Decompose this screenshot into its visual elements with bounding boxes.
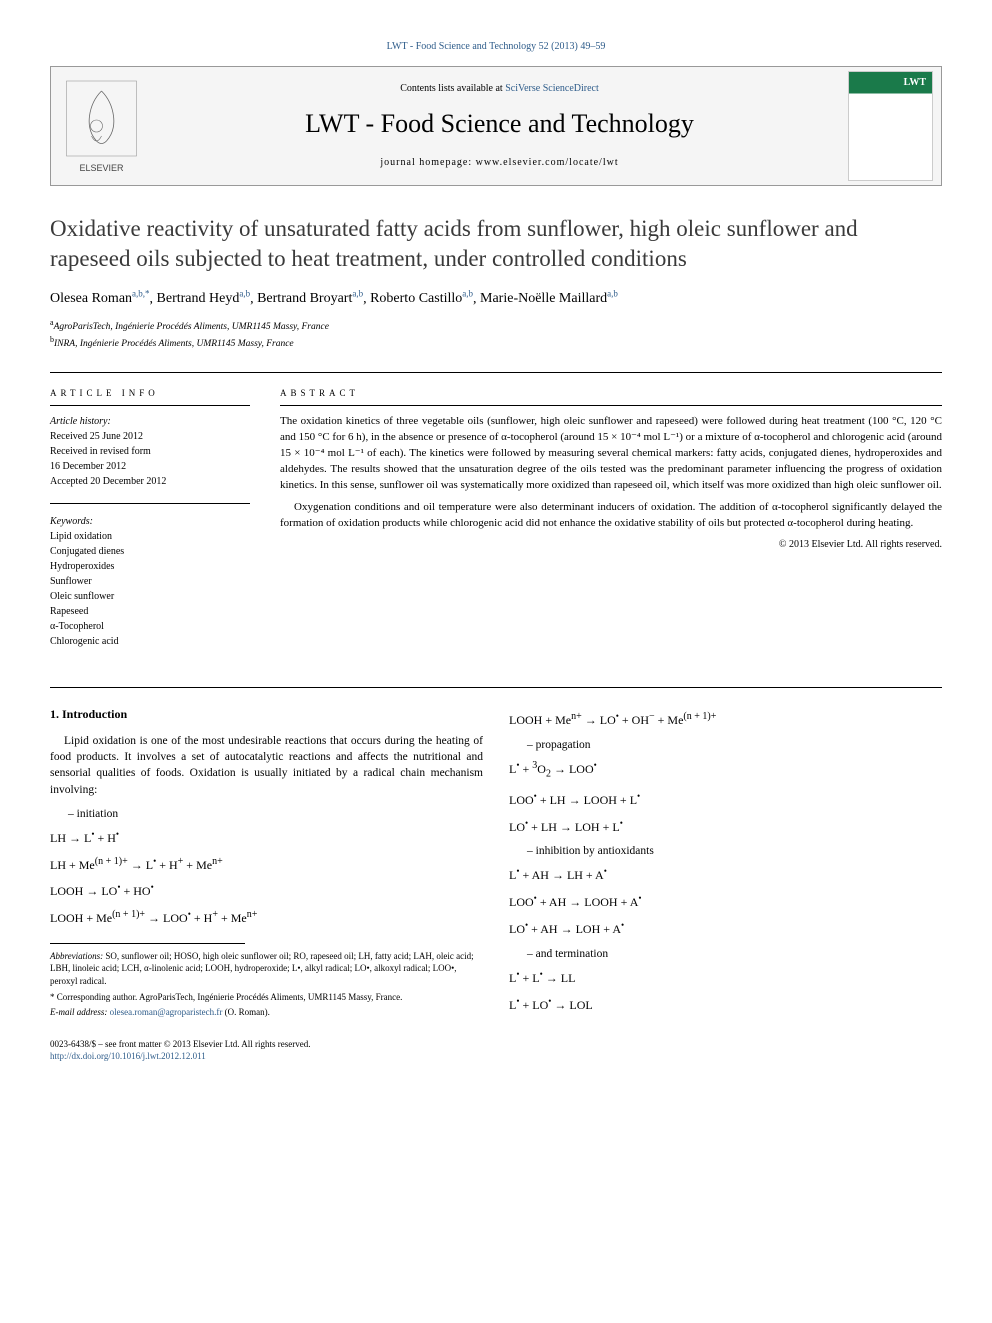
equation: L• + LO• → LOL — [509, 995, 942, 1014]
authors-list: Olesea Romana,b,*, Bertrand Heyda,b, Ber… — [50, 288, 942, 309]
article-info-heading: ARTICLE INFO — [50, 387, 250, 407]
elsevier-logo: ELSEVIER — [51, 66, 151, 186]
sciencedirect-link[interactable]: SciVerse ScienceDirect — [505, 83, 599, 94]
section-heading: 1. Introduction — [50, 706, 483, 723]
equation: LO• + LH → LOH + L• — [509, 817, 942, 836]
top-citation: LWT - Food Science and Technology 52 (20… — [50, 40, 942, 54]
two-column-body: 1. Introduction Lipid oxidation is one o… — [50, 687, 942, 1021]
homepage-line: journal homepage: www.elsevier.com/locat… — [161, 156, 838, 170]
abstract-column: ABSTRACT The oxidation kinetics of three… — [280, 387, 942, 664]
equation: LH + Me(n + 1)+ → L• + H+ + Men+ — [50, 855, 483, 874]
abstract-copyright: © 2013 Elsevier Ltd. All rights reserved… — [280, 538, 942, 552]
author: Marie-Noëlle Maillarda,b — [480, 291, 618, 306]
affiliation: bINRA, Ingénierie Procédés Aliments, UMR… — [50, 334, 942, 351]
intro-paragraph: Lipid oxidation is one of the most undes… — [50, 733, 483, 797]
abstract-heading: ABSTRACT — [280, 387, 942, 407]
footnotes: Abbreviations: SO, sunflower oil; HOSO, … — [50, 950, 483, 1019]
issn-line: 0023-6438/$ – see front matter © 2013 El… — [50, 1038, 311, 1051]
equation: LOO• + AH → LOOH + A• — [509, 892, 942, 911]
contents-line: Contents lists available at SciVerse Sci… — [161, 82, 838, 96]
termination-label: – and termination — [527, 946, 942, 962]
affiliations: aAgroParisTech, Ingénierie Procédés Alim… — [50, 317, 942, 352]
author: Bertrand Broyarta,b — [257, 291, 363, 306]
svg-text:ELSEVIER: ELSEVIER — [79, 163, 124, 173]
article-title: Oxidative reactivity of unsaturated fatt… — [50, 214, 942, 274]
equation: L• + 3O2 → LOO• — [509, 759, 942, 781]
equation: LOO• + LH → LOOH + L• — [509, 790, 942, 809]
equation: L• + L• → LL — [509, 968, 942, 987]
affiliation: aAgroParisTech, Ingénierie Procédés Alim… — [50, 317, 942, 334]
author: Olesea Romana,b,* — [50, 291, 150, 306]
header-center: Contents lists available at SciVerse Sci… — [151, 74, 848, 178]
equation: L• + AH → LH + A• — [509, 865, 942, 884]
journal-name: LWT - Food Science and Technology — [161, 106, 838, 142]
keywords-block: Keywords: Lipid oxidation Conjugated die… — [50, 503, 250, 649]
author: Roberto Castilloa,b — [370, 291, 473, 306]
journal-header: ELSEVIER Contents lists available at Sci… — [50, 66, 942, 186]
initiation-label: – initiation — [68, 806, 483, 822]
author: Bertrand Heyda,b — [157, 291, 251, 306]
footnote-separator — [50, 943, 245, 944]
email-link[interactable]: olesea.roman@agroparistech.fr — [107, 1007, 222, 1017]
article-info-sidebar: ARTICLE INFO Article history: Received 2… — [50, 387, 250, 664]
homepage-url[interactable]: www.elsevier.com/locate/lwt — [476, 157, 619, 168]
equation: LOOH → LO• + HO• — [50, 881, 483, 900]
equation: LOOH + Me(n + 1)+ → LOO• + H+ + Men+ — [50, 908, 483, 927]
equation: LO• + AH → LOH + A• — [509, 919, 942, 938]
abstract-text: The oxidation kinetics of three vegetabl… — [280, 414, 942, 532]
right-column: LOOH + Men+ → LO• + OH− + Me(n + 1)+ – p… — [509, 706, 942, 1021]
doi-link[interactable]: http://dx.doi.org/10.1016/j.lwt.2012.12.… — [50, 1051, 206, 1061]
equation: LH → L• + H• — [50, 828, 483, 847]
journal-cover-thumbnail — [848, 71, 933, 181]
page-footer: 0023-6438/$ – see front matter © 2013 El… — [50, 1038, 942, 1063]
propagation-label: – propagation — [527, 737, 942, 753]
inhibition-label: – inhibition by antioxidants — [527, 843, 942, 859]
article-history: Article history: Received 25 June 2012 R… — [50, 414, 250, 489]
equation: LOOH + Men+ → LO• + OH− + Me(n + 1)+ — [509, 710, 942, 729]
left-column: 1. Introduction Lipid oxidation is one o… — [50, 706, 483, 1021]
